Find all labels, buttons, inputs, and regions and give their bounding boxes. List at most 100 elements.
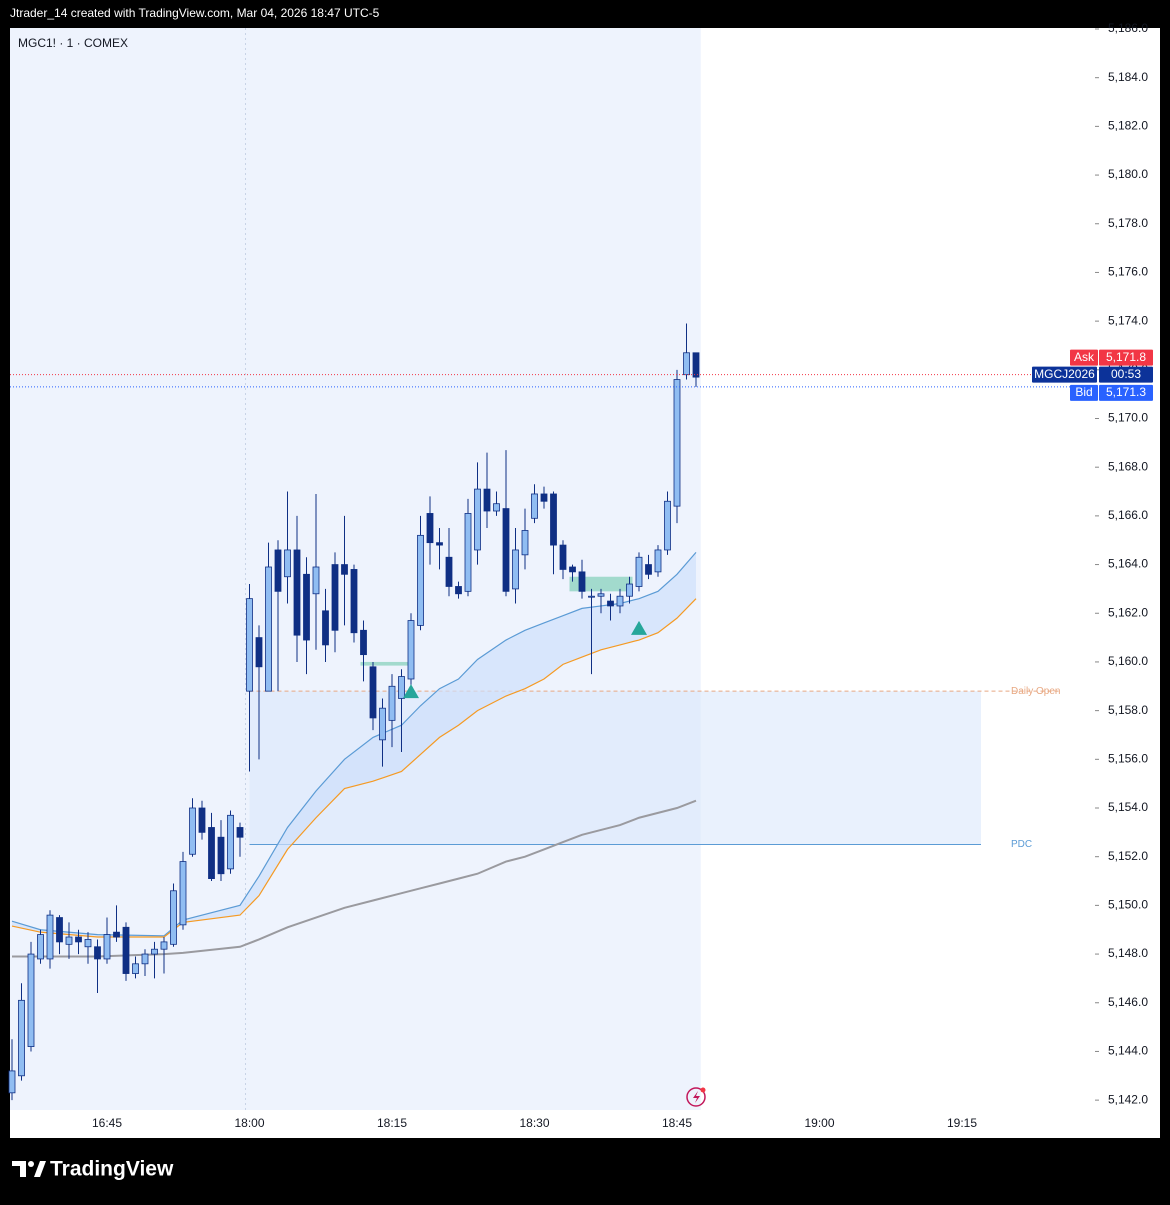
candle-body (94, 946, 101, 960)
candle-body (56, 917, 63, 943)
candle-body (160, 941, 168, 950)
candle-body (664, 500, 671, 551)
ema-band (12, 552, 696, 938)
y-tick-label: 5,186.0 (1108, 21, 1148, 35)
y-tick-label: 5,158.0 (1108, 703, 1148, 717)
candle-body (141, 953, 149, 965)
logo: TradingView (12, 1158, 174, 1181)
candle-body (559, 544, 567, 570)
x-tick-label: 16:45 (92, 1116, 122, 1130)
y-tick-label: 5,148.0 (1108, 946, 1148, 960)
ask-label-box (1070, 349, 1098, 366)
candle-body (692, 352, 700, 378)
logo-mark (12, 1161, 26, 1177)
y-tick-label: 5,168.0 (1108, 459, 1148, 473)
x-tick-label: 18:30 (519, 1116, 549, 1130)
candle-body (75, 936, 82, 943)
session-background (10, 28, 701, 1110)
alert-icon (686, 1087, 706, 1107)
signal-marker (631, 620, 647, 635)
candle-body (151, 948, 158, 955)
header-text: Jtrader_14 created with TradingView.com,… (10, 6, 380, 20)
contract-label-box (1032, 366, 1097, 383)
y-tick-label: 5,156.0 (1108, 751, 1148, 765)
y-tick-label: 5,176.0 (1108, 265, 1148, 279)
candle-body (322, 610, 329, 646)
candle-body (626, 583, 633, 597)
y-tick-label: 5,144.0 (1108, 1044, 1148, 1058)
candle-body (531, 493, 538, 519)
candle-body (331, 564, 339, 631)
y-tick-label: 5,182.0 (1108, 119, 1148, 133)
candle-body (132, 963, 139, 974)
bid-label: Bid (1075, 385, 1092, 399)
candle-body (217, 836, 225, 875)
plot: Daily Open PDC 5,142.0 5,144.0 5,146.0 5,148.… (8, 21, 1160, 1138)
candle-body (179, 861, 187, 926)
indicator-line (11, 598, 697, 938)
candle-body (398, 676, 405, 699)
x-tick-label: 19:00 (804, 1116, 834, 1130)
candle-body (654, 549, 662, 573)
ask-price: 5,171.8 (1106, 350, 1146, 364)
candle-body (540, 493, 548, 502)
candle-body (312, 566, 320, 595)
ask-price-box (1099, 349, 1153, 366)
candle-body (274, 549, 282, 592)
ask-label: Ask (1074, 350, 1095, 364)
x-tick-label: 18:45 (662, 1116, 692, 1130)
y-tick-label: 5,150.0 (1108, 898, 1148, 912)
bid-label-box (1070, 384, 1098, 401)
candle-body (474, 488, 481, 551)
candle-body (284, 549, 291, 578)
contract-label: MGCJ2026 (1034, 367, 1095, 381)
level-label: PDC (1011, 839, 1032, 850)
candle-body (255, 637, 263, 668)
bid-price-box (1099, 384, 1153, 401)
candle-body (113, 931, 120, 938)
candle-body (521, 530, 529, 556)
y-tick-label: 5,154.0 (1108, 800, 1148, 814)
bid-price: 5,171.3 (1106, 385, 1146, 399)
level-label: Daily Open (1011, 686, 1060, 697)
candle-body (208, 827, 215, 880)
candle-body (407, 620, 415, 680)
icon (686, 1087, 706, 1107)
logo-mark (34, 1161, 46, 1177)
x-tick-label: 18:00 (234, 1116, 264, 1130)
candle-body (293, 549, 301, 636)
y-tick-label: 5,164.0 (1108, 557, 1148, 571)
candle-body (37, 934, 44, 960)
countdown: 00:53 (1111, 367, 1141, 381)
candle-body (607, 600, 614, 607)
signal-box (360, 661, 414, 666)
candle-body (550, 493, 557, 546)
candle-body (417, 534, 424, 626)
candle-body (502, 508, 510, 592)
candle-body (103, 934, 111, 960)
candle-body (227, 814, 234, 870)
y-tick-label: 5,160.0 (1108, 654, 1148, 668)
x-tick-label: 18:15 (377, 1116, 407, 1130)
time-axis (10, 1110, 1095, 1138)
candle-body (673, 379, 681, 507)
candle-body (436, 542, 443, 546)
price-axis (1095, 28, 1160, 1138)
y-tick-label: 5,178.0 (1108, 216, 1148, 230)
candle-body (464, 513, 472, 592)
candle-body (426, 513, 434, 544)
countdown-box (1099, 366, 1153, 383)
candle-body (597, 593, 605, 597)
candle-body (246, 598, 253, 692)
candle-body (683, 352, 690, 376)
candle-body (8, 1070, 16, 1094)
candle-body (170, 890, 177, 945)
candle-body (569, 566, 576, 573)
y-tick-label: 5,146.0 (1108, 995, 1148, 1009)
candle-body (18, 999, 25, 1077)
symbol: MGC1! · 1 · COMEX (18, 36, 128, 50)
candle-body (46, 914, 54, 960)
candle-body (236, 827, 244, 838)
candle-body (341, 564, 348, 575)
